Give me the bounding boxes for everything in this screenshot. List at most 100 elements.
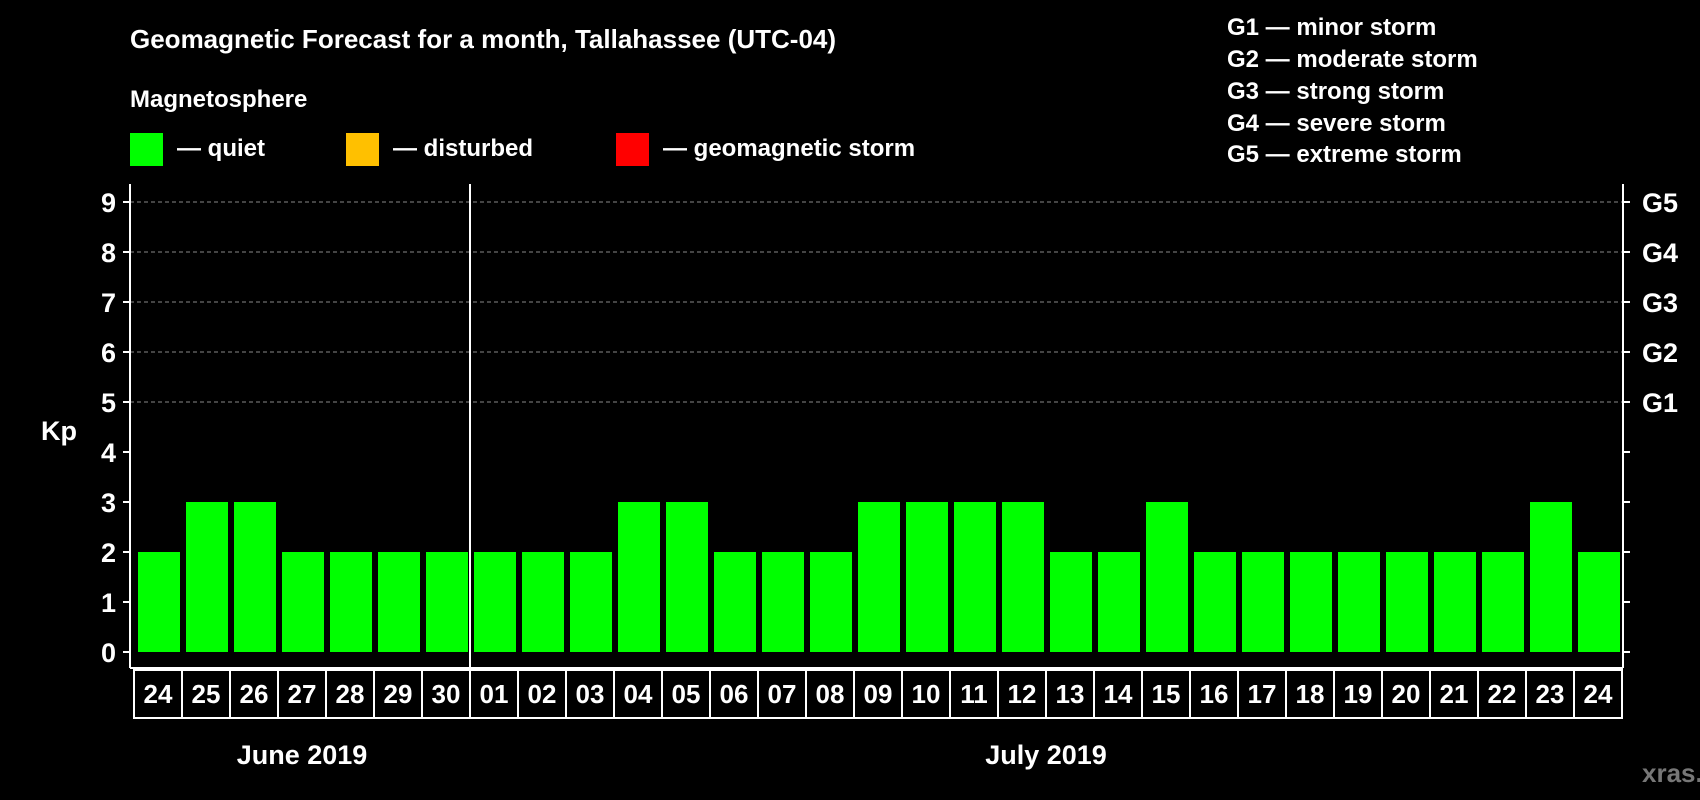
x-tick-label: 15 <box>1152 679 1181 709</box>
month-label: June 2019 <box>237 740 368 770</box>
x-label-box <box>1573 669 1623 719</box>
x-label-box <box>469 669 519 719</box>
legend-swatch-disturbed <box>346 133 379 166</box>
bar-16 <box>1194 552 1236 652</box>
y-tick-label: 7 <box>101 288 116 318</box>
bar-11 <box>954 502 996 652</box>
storm-scale-g3: G3 — strong storm <box>1227 78 1445 105</box>
x-tick-label: 12 <box>1008 679 1037 709</box>
right-tick-label-G3: G3 <box>1642 288 1678 318</box>
y-tick-label: 3 <box>101 488 116 518</box>
x-tick-label: 29 <box>384 679 413 709</box>
bar-05 <box>666 502 708 652</box>
x-label-box <box>325 669 375 719</box>
x-label-box <box>613 669 663 719</box>
x-tick-label: 25 <box>192 679 221 709</box>
right-tick-label-G5: G5 <box>1642 188 1678 218</box>
x-tick-label: 24 <box>1584 679 1613 709</box>
x-tick-label: 26 <box>240 679 269 709</box>
y-tick-label: 5 <box>101 388 116 418</box>
x-tick-label: 02 <box>528 679 557 709</box>
y-tick-label: 4 <box>101 438 116 468</box>
bar-23 <box>1530 502 1572 652</box>
x-label-box <box>277 669 327 719</box>
bar-26 <box>234 502 276 652</box>
x-tick-label: 07 <box>768 679 797 709</box>
x-tick-label: 30 <box>432 679 461 709</box>
x-label-box <box>757 669 807 719</box>
bar-29 <box>378 552 420 652</box>
right-tick-label-G4: G4 <box>1642 238 1678 268</box>
x-tick-label: 21 <box>1440 679 1469 709</box>
y-axis-label: Kp <box>41 416 77 446</box>
bar-28 <box>330 552 372 652</box>
bar-04 <box>618 502 660 652</box>
x-label-box <box>421 669 471 719</box>
bar-18 <box>1290 552 1332 652</box>
y-tick-label: 6 <box>101 338 116 368</box>
bar-03 <box>570 552 612 652</box>
x-tick-label: 01 <box>480 679 509 709</box>
x-tick-label: 10 <box>912 679 941 709</box>
y-tick-label: 2 <box>101 538 116 568</box>
x-tick-label: 05 <box>672 679 701 709</box>
x-label-box <box>1093 669 1143 719</box>
x-label-box <box>805 669 855 719</box>
x-tick-label: 04 <box>624 679 653 709</box>
bar-02 <box>522 552 564 652</box>
bar-13 <box>1050 552 1092 652</box>
right-tick-label-G2: G2 <box>1642 338 1678 368</box>
x-tick-label: 03 <box>576 679 605 709</box>
bar-10 <box>906 502 948 652</box>
x-label-box <box>709 669 759 719</box>
y-tick-label: 0 <box>101 638 116 668</box>
bar-24 <box>138 552 180 652</box>
legend-label-quiet: — quiet <box>177 135 265 162</box>
x-tick-label: 06 <box>720 679 749 709</box>
chart-title: Geomagnetic Forecast for a month, Tallah… <box>130 24 837 54</box>
x-tick-label: 18 <box>1296 679 1325 709</box>
y-tick-label: 8 <box>101 238 116 268</box>
storm-scale-g1: G1 — minor storm <box>1227 14 1437 41</box>
x-tick-label: 13 <box>1056 679 1085 709</box>
bar-08 <box>810 552 852 652</box>
watermark: xras.ru <box>1642 758 1700 788</box>
x-tick-label: 24 <box>144 679 173 709</box>
storm-scale-g4: G4 — severe storm <box>1227 110 1446 137</box>
legend-swatch-quiet <box>130 133 163 166</box>
bar-27 <box>282 552 324 652</box>
bar-07 <box>762 552 804 652</box>
right-tick-label-G1: G1 <box>1642 388 1678 418</box>
storm-scale-g2: G2 — moderate storm <box>1227 46 1478 73</box>
bar-17 <box>1242 552 1284 652</box>
bar-14 <box>1098 552 1140 652</box>
x-label-box <box>1237 669 1287 719</box>
x-tick-label: 16 <box>1200 679 1229 709</box>
x-tick-label: 27 <box>288 679 317 709</box>
bar-15 <box>1146 502 1188 652</box>
bar-25 <box>186 502 228 652</box>
x-tick-label: 23 <box>1536 679 1565 709</box>
x-tick-label: 08 <box>816 679 845 709</box>
bar-06 <box>714 552 756 652</box>
bar-30 <box>426 552 468 652</box>
legend-label-disturbed: — disturbed <box>393 135 534 162</box>
x-label-box <box>853 669 903 719</box>
bar-01 <box>474 552 516 652</box>
x-label-box <box>1285 669 1335 719</box>
legend-heading: Magnetosphere <box>130 86 308 113</box>
x-tick-label: 14 <box>1104 679 1133 709</box>
bar-19 <box>1338 552 1380 652</box>
storm-scale-g5: G5 — extreme storm <box>1227 141 1462 168</box>
x-tick-label: 20 <box>1392 679 1421 709</box>
x-label-box <box>565 669 615 719</box>
x-label-box <box>1477 669 1527 719</box>
x-tick-label: 22 <box>1488 679 1517 709</box>
y-tick-label: 1 <box>101 588 116 618</box>
bar-20 <box>1386 552 1428 652</box>
bar-22 <box>1482 552 1524 652</box>
x-label-box <box>1429 669 1479 719</box>
x-label-box <box>1525 669 1575 719</box>
y-tick-label: 9 <box>101 188 116 218</box>
